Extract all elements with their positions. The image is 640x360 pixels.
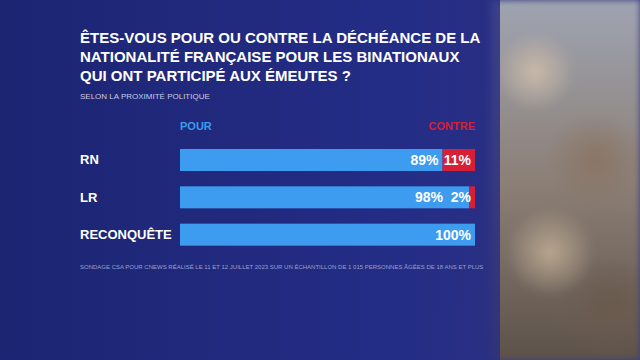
html-text:POUR: POUR xyxy=(180,120,212,132)
html-text:CONTRE: CONTRE xyxy=(428,120,475,132)
svg-text:11%: 11% xyxy=(444,152,472,168)
html-text:SONDAGE CSA POUR CNEWS RÉALISÉ: SONDAGE CSA POUR CNEWS RÉALISÉ LE 11 ET … xyxy=(80,264,484,270)
svg-text:100%: 100% xyxy=(435,227,471,243)
html-text:SELON LA PROXIMITÉ POLITIQUE: SELON LA PROXIMITÉ POLITIQUE xyxy=(80,92,210,101)
svg-text:89%: 89% xyxy=(411,152,440,168)
svg-text:LR: LR xyxy=(80,190,98,205)
html-text:ÊTES-VOUS POUR OU CONTRE LA DÉ: ÊTES-VOUS POUR OU CONTRE LA DÉCHÉANCE DE… xyxy=(80,29,480,84)
svg-text:2%: 2% xyxy=(451,189,472,205)
svg-text:98%: 98% xyxy=(415,189,444,205)
svg-text:RN: RN xyxy=(80,152,99,167)
svg-text:RECONQUÊTE: RECONQUÊTE xyxy=(80,227,172,242)
